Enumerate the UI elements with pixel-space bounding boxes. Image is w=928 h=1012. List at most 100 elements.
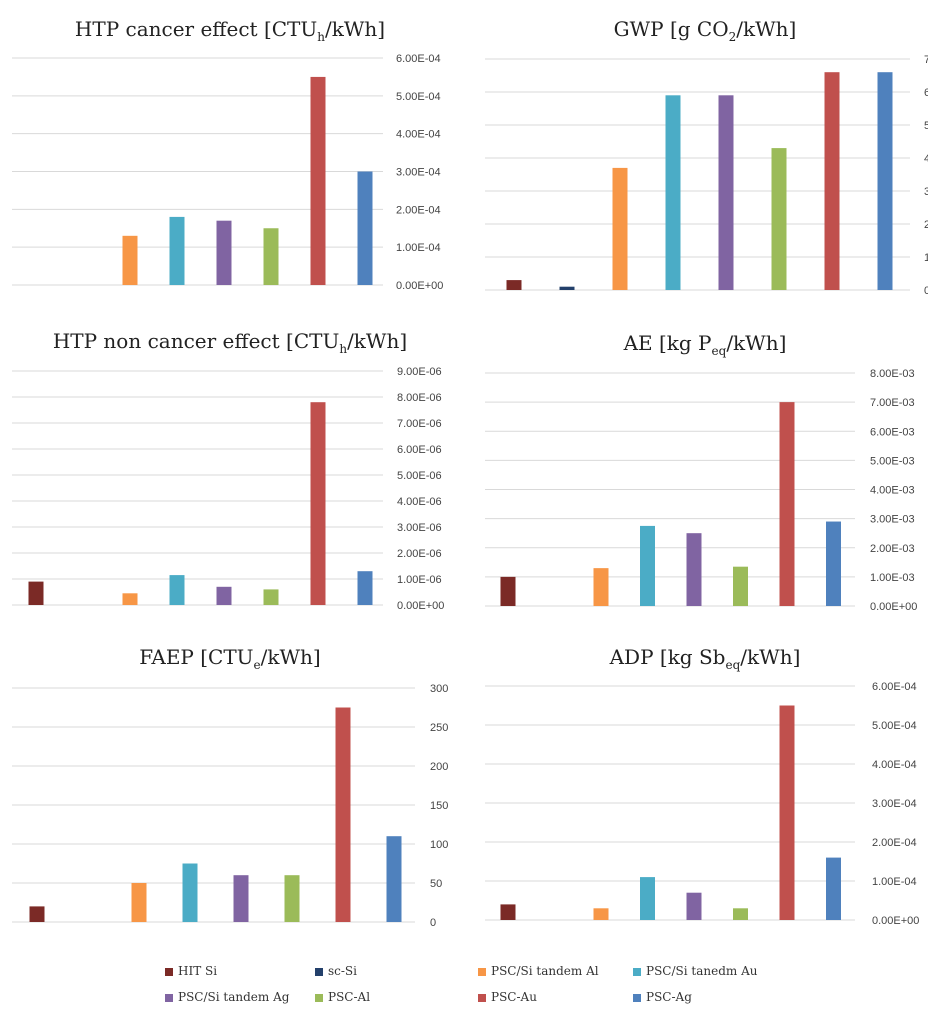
legend-item: PSC/Si tandem Ag: [165, 990, 289, 1004]
chart-title: HTP non cancer effect [CTUh/kWh]: [53, 329, 407, 356]
y-tick-label: 5.00E-06: [397, 470, 442, 482]
bar-hit-si: [500, 904, 516, 920]
chart-title: GWP [g CO2/kWh]: [614, 17, 797, 44]
legend-item: PSC/Si tandem Al: [478, 964, 599, 978]
y-tick-label: 0.00E+00: [396, 280, 443, 292]
chart-panel-3: HTP non cancer effect [CTUh/kWh] 0.00E+00…: [12, 329, 444, 612]
y-tick-label: 1.00E-04: [396, 242, 441, 254]
bar-psc-ag: [826, 521, 841, 606]
bar-psc-al: [263, 228, 279, 285]
chart-title: FAEP [CTUe/kWh]: [139, 645, 321, 672]
y-tick-label: 2.00E-04: [872, 837, 917, 849]
legend-label: PSC/Si tandem Ag: [178, 990, 290, 1004]
y-tick-label: 1.00E-06: [397, 574, 442, 586]
y-tick-label: 5.00E-04: [872, 720, 917, 732]
y-tick-label: 1: [924, 252, 928, 264]
y-tick-label: 100: [430, 839, 448, 851]
bar-hit-si: [500, 576, 516, 606]
y-tick-label: 3.00E-04: [872, 798, 917, 810]
bar-psc-si-tandem-al: [131, 883, 147, 922]
bar-psc-si-tanedm-au: [665, 95, 681, 290]
bar-psc-si-tandem-ag: [233, 875, 249, 922]
y-tick-label: 4.00E-03: [870, 485, 915, 497]
legend-label: PSC-Au: [491, 990, 537, 1004]
bar-psc-si-tandem-ag: [686, 533, 702, 606]
y-tick-label: 2.00E-03: [870, 543, 915, 555]
bar-psc-al: [733, 908, 748, 920]
y-tick-label: 2: [924, 219, 928, 231]
bar-psc-si-tanedm-au: [169, 575, 185, 605]
bar-psc-si-tandem-ag: [216, 220, 232, 285]
y-tick-label: 50: [430, 878, 442, 890]
bar-psc-al: [733, 566, 748, 606]
bar-sc-si: [559, 286, 575, 290]
legend-swatch: [165, 967, 173, 976]
y-tick-label: 4.00E-04: [396, 129, 441, 141]
y-tick-label: 4.00E-06: [397, 496, 442, 508]
bar-psc-ag: [826, 857, 841, 920]
legend-label: PSC/Si tanedm Au: [646, 964, 758, 978]
bar-psc-ag: [877, 72, 893, 290]
y-tick-label: 1.00E-04: [872, 876, 917, 888]
y-tick-label: 0: [924, 285, 928, 297]
legend-item: PSC-Ag: [633, 990, 692, 1004]
y-tick-label: 3.00E-03: [870, 514, 915, 526]
bar-psc-au: [779, 705, 795, 920]
bar-psc-si-tanedm-au: [182, 863, 198, 922]
legend-label: PSC-Al: [328, 990, 371, 1004]
legend-swatch: [315, 967, 323, 976]
y-tick-label: 5.00E-04: [396, 91, 441, 103]
bar-psc-si-tanedm-au: [640, 525, 655, 606]
y-tick-label: 6: [924, 87, 928, 99]
legend-item: sc-Si: [315, 964, 357, 978]
legend-swatch: [478, 967, 486, 976]
y-tick-label: 8.00E-03: [870, 368, 915, 380]
y-tick-label: 2.00E-06: [397, 548, 442, 560]
bar-psc-ag: [386, 836, 402, 922]
y-tick-label: 3.00E-06: [397, 522, 442, 534]
y-tick-label: 3.00E-04: [396, 167, 441, 179]
legend-label: PSC/Si tandem Al: [491, 964, 599, 978]
bar-psc-au: [335, 707, 351, 922]
chart-panel-1: HTP cancer effect [CTUh/kWh] 0.00E+00 1.00…: [12, 17, 443, 292]
chart-title: AE [kg Peq/kWh]: [623, 331, 787, 358]
y-tick-label: 1.00E-03: [870, 572, 915, 584]
y-tick-label: 0.00E+00: [870, 601, 917, 613]
legend-swatch: [633, 967, 641, 976]
bar-psc-si-tandem-ag: [718, 95, 734, 290]
y-tick-label: 8.00E-06: [397, 392, 442, 404]
y-tick-label: 9.00E-06: [397, 366, 442, 378]
chart-title: ADP [kg Sbeq/kWh]: [609, 645, 801, 672]
bar-psc-si-tandem-al: [122, 235, 138, 285]
y-tick-label: 5.00E-03: [870, 455, 915, 467]
legend-label: PSC-Ag: [646, 990, 692, 1004]
bar-hit-si: [29, 906, 45, 922]
legend-label: HIT Si: [178, 964, 218, 978]
chart-panel-2: GWP [g CO2/kWh] 0 1 2 3 4 5 6 7: [485, 17, 928, 297]
legend-swatch: [315, 993, 323, 1002]
bar-psc-al: [771, 148, 787, 290]
legend-swatch: [165, 993, 173, 1002]
y-tick-label: 0.00E+00: [872, 915, 919, 927]
y-tick-label: 300: [430, 683, 448, 695]
legend-item: PSC-Au: [478, 990, 537, 1004]
bar-psc-si-tanedm-au: [169, 216, 185, 285]
y-tick-label: 6.00E-03: [870, 426, 915, 438]
chart-panel-5: FAEP [CTUe/kWh] 0 50 100 150 200 250 300: [12, 645, 448, 929]
bar-psc-au: [310, 402, 326, 605]
y-tick-label: 0.00E+00: [397, 600, 444, 612]
bar-psc-si-tandem-ag: [216, 586, 232, 605]
bar-hit-si: [506, 280, 522, 290]
y-tick-label: 7.00E-06: [397, 418, 442, 430]
y-tick-label: 4: [924, 153, 928, 165]
y-tick-label: 150: [430, 800, 448, 812]
legend-item: PSC/Si tanedm Au: [633, 964, 757, 978]
chart-panel-6: ADP [kg Sbeq/kWh] 0.00E+00 1.00E-04 2.00E-0…: [485, 645, 919, 927]
bar-psc-al: [263, 589, 279, 605]
bar-psc-si-tandem-al: [612, 167, 628, 290]
bar-psc-si-tanedm-au: [640, 877, 655, 920]
y-tick-label: 6.00E-06: [397, 444, 442, 456]
bar-psc-ag: [357, 171, 373, 285]
legend-swatch: [478, 993, 486, 1002]
